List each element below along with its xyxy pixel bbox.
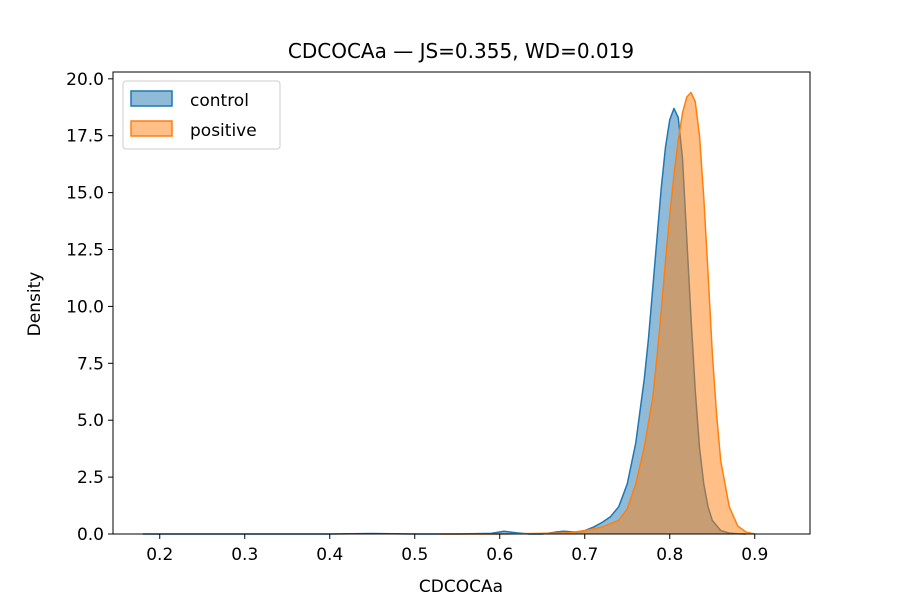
legend-label-control: control [190, 91, 249, 111]
x-tick-label: 0.8 [656, 545, 683, 565]
y-tick-label: 10.0 [66, 297, 104, 317]
y-axis-label: Density [25, 272, 45, 337]
y-tick-label: 2.5 [77, 468, 104, 488]
y-tick-label: 17.5 [66, 127, 104, 147]
legend-swatch-control [130, 90, 173, 107]
x-axis-label: CDCOCAa [419, 577, 503, 597]
x-tick-label: 0.2 [146, 545, 173, 565]
y-tick-label: 5.0 [77, 411, 104, 431]
x-tick-label: 0.7 [571, 545, 598, 565]
series-line-positive [440, 91, 755, 535]
plot-frame [112, 71, 811, 535]
legend: control positive [122, 80, 281, 150]
series-layer [142, 91, 755, 535]
y-tick-label: 0.0 [77, 525, 104, 545]
x-tick-label: 0.4 [316, 545, 343, 565]
series-area-positive [440, 92, 755, 534]
x-tick-label: 0.5 [401, 545, 428, 565]
x-tick-label: 0.9 [741, 545, 768, 565]
y-tick-label: 20.0 [66, 70, 104, 90]
y-tick-label: 12.5 [66, 241, 104, 261]
legend-label-positive: positive [190, 121, 257, 141]
x-tick-label: 0.3 [231, 545, 258, 565]
chart-title: CDCOCAa — JS=0.355, WD=0.019 [288, 39, 634, 63]
y-axis: 0.0 2.5 5.0 7.5 10.0 12.5 15.0 17.5 20.0 [66, 70, 113, 545]
y-tick-label: 7.5 [77, 354, 104, 374]
x-axis: 0.2 0.3 0.4 0.5 0.6 0.7 0.8 0.9 [146, 534, 768, 565]
x-tick-label: 0.6 [486, 545, 513, 565]
y-tick-label: 15.0 [66, 184, 104, 204]
legend-swatch-positive [130, 120, 173, 137]
